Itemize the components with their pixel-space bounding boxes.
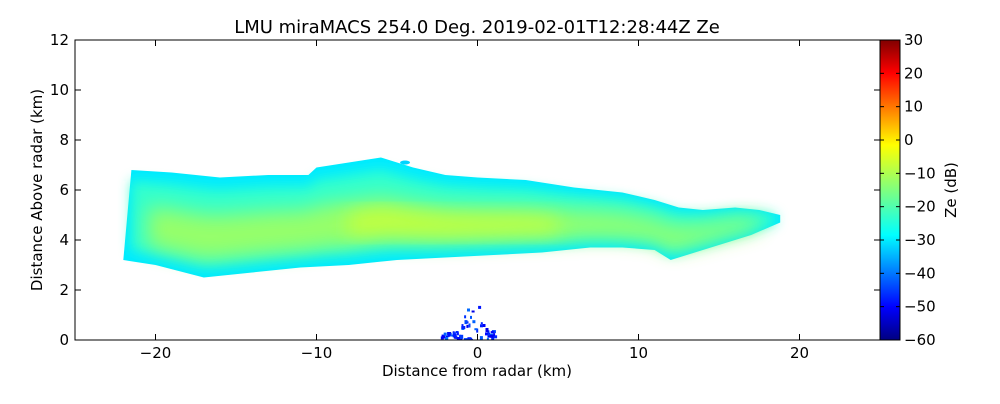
clutter-pixel [493,335,498,339]
colorbar-tick-label: −10 [904,164,936,182]
clutter-pixel [478,305,482,309]
clutter-pixel [490,331,494,334]
clutter-pixel [468,323,471,328]
clutter-pixel [480,324,483,328]
colorbar-tick-label: −40 [904,264,936,282]
clutter-pixel [447,332,451,337]
y-axis: 0 2 4 6 8 10 12 [50,31,880,349]
clutter-pixel [491,330,496,334]
clutter-pixel [445,336,449,340]
clutter-pixel [463,338,468,340]
x-tick-label: −10 [301,344,333,362]
cloud-layer-max [348,209,558,237]
clutter-pixel [451,334,455,337]
colorbar-tick-label: −20 [904,198,936,216]
clutter-pixel [464,315,467,319]
y-tick-label: 0 [59,331,69,349]
clutter-pixel [466,324,469,328]
colorbar-label: Ze (dB) [942,162,960,218]
clutter-pixel [455,336,458,340]
clutter-pixel [487,335,490,338]
clutter-pixel [480,322,483,325]
x-axis-label: Distance from radar (km) [382,362,572,380]
clutter-pixel [471,310,475,313]
clutter-pixel [486,337,489,340]
clutter-pixel [470,315,472,319]
clutter-pixel [469,337,473,340]
y-tick-label: 6 [59,181,69,199]
x-tick-label: 20 [790,344,809,362]
clutter-pixel [452,333,457,338]
reflectivity-field [123,157,781,340]
clutter-pixel [476,328,479,333]
colorbar-tick-label: 10 [904,98,923,116]
clutter-pixel [489,334,494,338]
clutter-pixel [485,332,488,336]
y-tick-label: 8 [59,131,69,149]
y-axis-label: Distance Above radar (km) [28,89,46,291]
clutter-pixel [456,337,460,340]
clutter-pixel [443,332,447,336]
clutter-pixel [479,336,483,340]
clutter-pixel [467,308,470,312]
colorbar-tick-label: −60 [904,331,936,349]
clutter-pixel [485,328,489,332]
colorbar-tick-label: 20 [904,64,923,82]
chart-title: LMU miraMACS 254.0 Deg. 2019-02-01T12:28… [234,17,720,38]
clutter-pixel [472,320,476,324]
isolated-echo [400,160,411,165]
y-tick-label: 2 [59,281,69,299]
clutter-pixel [474,328,478,331]
y-tick-label: 12 [50,31,69,49]
clutter-pixel [464,320,468,325]
x-axis: −20 −10 0 10 20 [140,40,809,362]
colorbar-tick-label: 30 [904,31,923,49]
clutter-pixel [461,326,466,329]
y-tick-label: 4 [59,231,69,249]
clutter-pixel [488,332,490,335]
y-tick-label: 10 [50,81,69,99]
clutter-pixel [491,336,495,340]
colorbar-ticks: 30 20 10 0 −10 −20 −30 −40 −50 −60 [880,31,936,349]
x-tick-label: 10 [629,344,648,362]
colorbar [879,39,901,341]
x-tick-label: −20 [140,344,172,362]
clutter-pixel [459,334,464,339]
clutter-pixel [456,332,459,336]
clutter-pixel [441,334,446,339]
clutter-pixel [461,324,464,328]
colorbar-tick-label: 0 [904,131,914,149]
clutter-pixel [455,331,459,333]
clutter-pixel [482,324,486,327]
colorbar-tick-label: −50 [904,298,936,316]
clutter-pixel [493,333,496,337]
colorbar-tick-label: −30 [904,231,936,249]
x-tick-label: 0 [473,344,483,362]
